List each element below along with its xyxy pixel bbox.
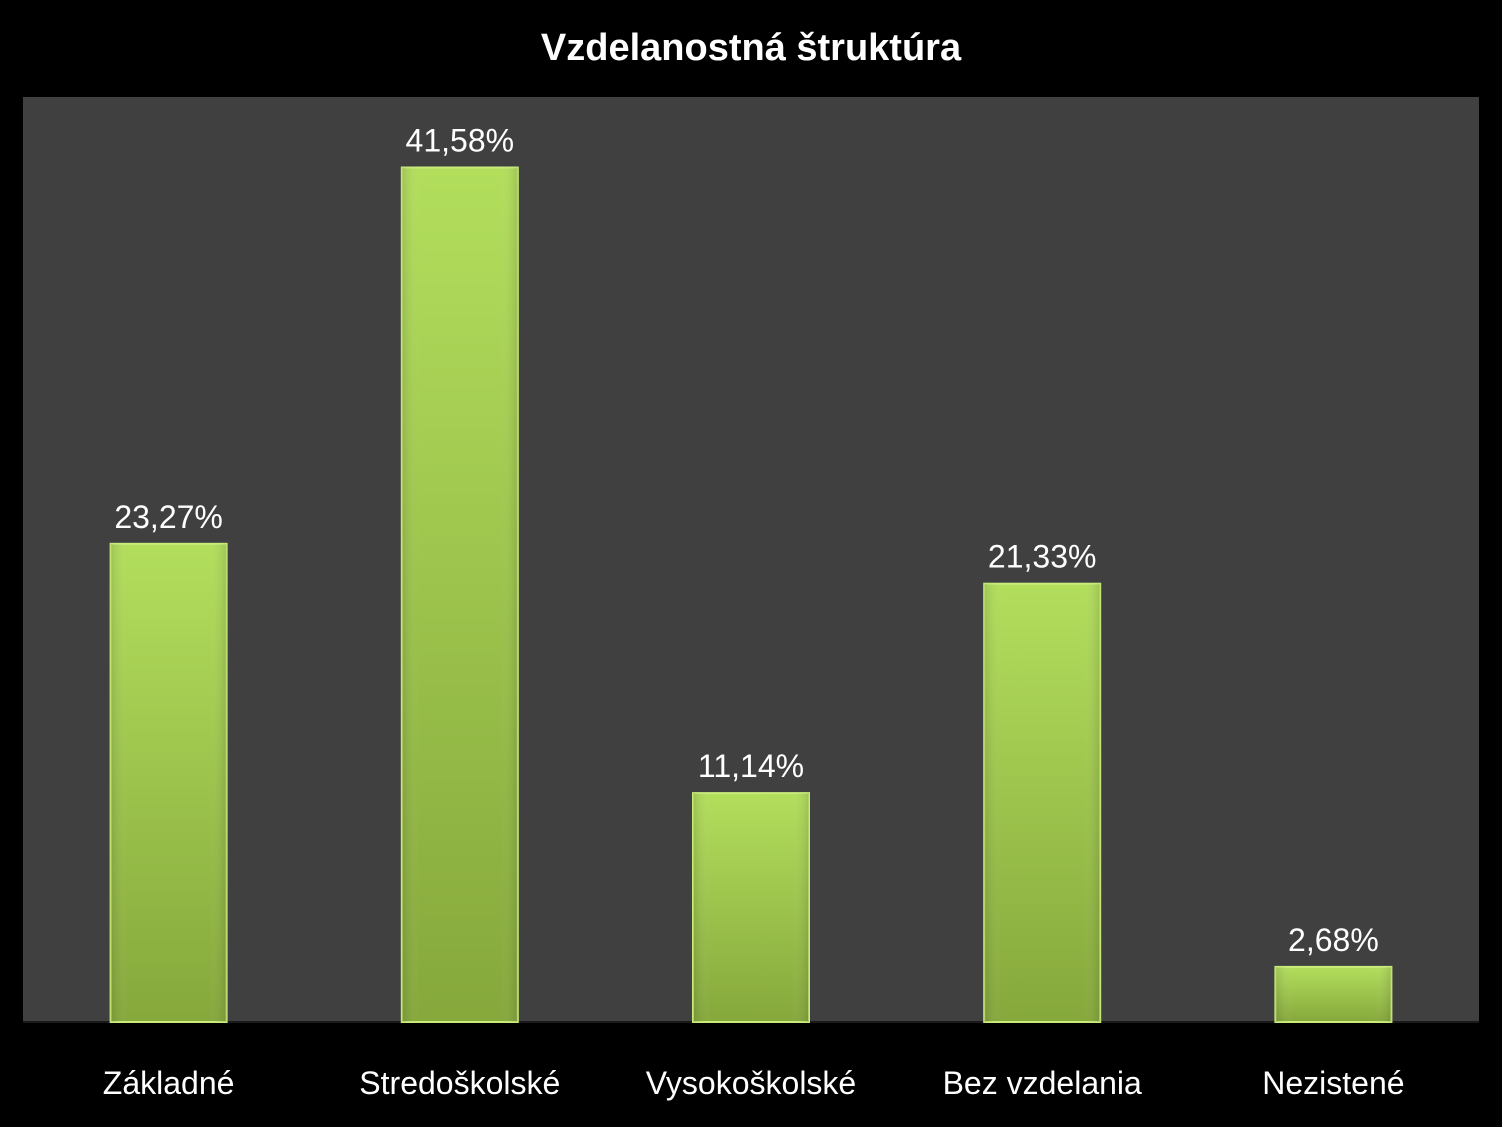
bar-value-label: 11,14% (698, 748, 804, 784)
bar-shading (693, 793, 809, 1022)
bar-shading (1275, 966, 1392, 1022)
bars-group (109, 166, 1393, 1024)
category-label: Nezistené (1262, 1065, 1404, 1101)
chart-title: Vzdelanostná štruktúra (541, 27, 962, 69)
category-label: Stredoškolské (359, 1065, 560, 1101)
category-labels-group: Základné Stredoškolské Vysokoškolské Bez vz… (103, 1065, 1405, 1101)
category-label: Vysokoškolské (646, 1065, 856, 1101)
bar-shading (984, 583, 1101, 1022)
bar-value-label: 2,68% (1288, 922, 1379, 958)
category-label: Bez vzdelania (943, 1065, 1142, 1101)
bar-shading (110, 543, 227, 1022)
data-labels-group: 23,27% 41,58% 11,14% 21,33% 2,68% (114, 123, 1378, 958)
bar-value-label: 23,27% (114, 499, 223, 535)
bar-value-label: 21,33% (988, 539, 1097, 575)
bar-shading (401, 167, 518, 1022)
category-label: Základné (103, 1065, 235, 1101)
bar-value-label: 41,58% (406, 123, 515, 159)
